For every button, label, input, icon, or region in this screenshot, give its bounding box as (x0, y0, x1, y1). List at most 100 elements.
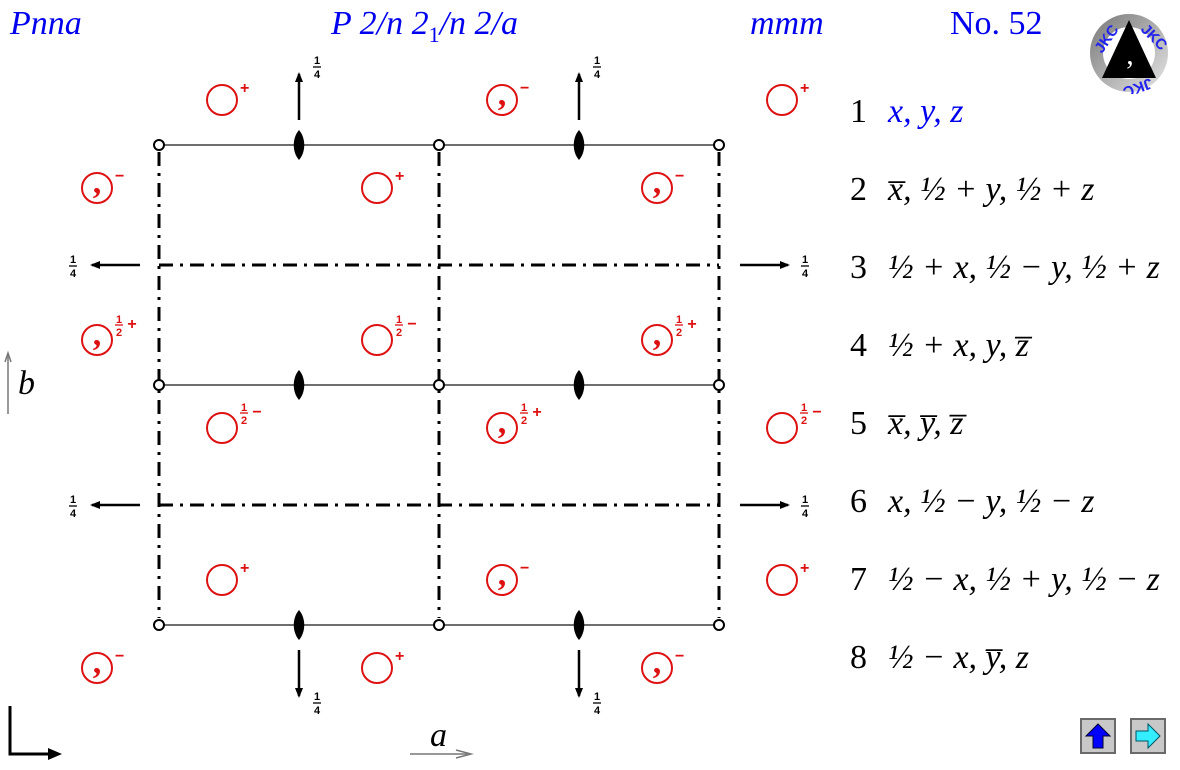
general-positions: +, − +, − +, −, 12 +12−, 12 +12−, 12 +12 −+, − +, − +, − (81, 76, 822, 684)
height-sign: + (800, 80, 809, 97)
svg-text:1: 1 (314, 691, 320, 703)
general-position-marker: , − (81, 644, 124, 684)
right-arrow-icon (1135, 722, 1161, 750)
height-sign: + (240, 80, 249, 97)
svg-text:−: − (812, 404, 821, 421)
height-sign: − (675, 648, 684, 665)
enantiomorph-comma-icon: , (498, 404, 507, 441)
general-position-marker: + (766, 80, 809, 116)
b-axis-label: b (18, 365, 35, 402)
svg-text:4: 4 (70, 508, 77, 520)
space-group-number: No. 52 (950, 5, 1043, 42)
operation-expression: x, y, z (888, 93, 964, 130)
operation-number: 5 (850, 405, 867, 442)
operation-expression: ½ + x, ½ − y, ½ + z (888, 249, 1160, 286)
symmetry-operation: 4 ½ + x, y, z̅ (850, 326, 1029, 366)
svg-text:4: 4 (594, 69, 601, 81)
svg-text:2: 2 (241, 415, 247, 427)
general-position-marker: , 12 + (641, 314, 697, 356)
general-position-marker: , − (641, 164, 684, 204)
general-position-marker: + (206, 560, 249, 596)
symmetry-operation: 1 x, y, z (850, 92, 964, 132)
operation-number: 8 (850, 639, 867, 676)
height-sign: + (395, 648, 404, 665)
general-position-marker: , − (641, 644, 684, 684)
svg-text:4: 4 (314, 69, 321, 81)
symmetry-operation: 7 ½ − x, ½ + y, ½ − z (850, 560, 1160, 600)
svg-text:1: 1 (801, 402, 807, 414)
general-position-marker: , 12 + (486, 402, 542, 444)
operation-number: 3 (850, 249, 867, 286)
general-position-marker: 12− (766, 402, 822, 444)
enantiomorph-comma-icon: , (498, 556, 507, 593)
svg-text:,: , (1126, 38, 1134, 71)
height-sign: + (240, 560, 249, 577)
general-position-marker: 12− (206, 402, 262, 444)
height-sign: − (115, 648, 124, 665)
general-position-marker: , − (81, 164, 124, 204)
enantiomorph-comma-icon: , (93, 164, 102, 201)
svg-text:1: 1 (802, 494, 808, 506)
svg-text:1: 1 (521, 402, 527, 414)
general-position-marker: , 12 + (81, 314, 137, 356)
height-sign: − (115, 168, 124, 185)
up-arrow-icon (1084, 723, 1112, 749)
svg-text:2: 2 (676, 327, 682, 339)
enantiomorph-comma-icon: , (653, 164, 662, 201)
svg-text:+: + (687, 316, 696, 333)
svg-text:1: 1 (676, 314, 682, 326)
height-sign: − (675, 168, 684, 185)
svg-text:4: 4 (594, 705, 601, 717)
operation-expression: ½ + x, y, z̅ (888, 327, 1029, 364)
height-sign: − (520, 560, 529, 577)
point-group: mmm (750, 5, 824, 42)
operation-expression: x̅, y̅, z̅ (888, 405, 964, 442)
symmetry-operation: 3 ½ + x, ½ − y, ½ + z (850, 248, 1160, 288)
svg-text:1: 1 (70, 494, 76, 506)
operation-number: 7 (850, 561, 867, 598)
height-sign: + (800, 560, 809, 577)
next-button[interactable] (1130, 718, 1166, 754)
up-button[interactable] (1080, 718, 1116, 754)
height-sign: − (520, 80, 529, 97)
svg-text:4: 4 (70, 268, 77, 280)
height-sign: + (395, 168, 404, 185)
svg-text:2: 2 (116, 327, 122, 339)
svg-text:4: 4 (314, 705, 321, 717)
enantiomorph-comma-icon: , (498, 76, 507, 113)
horizontal-glide-lines (159, 263, 719, 507)
svg-text:2: 2 (396, 327, 402, 339)
jkc-logo-icon: , JKC JKC JKC (1090, 14, 1170, 94)
svg-text:1: 1 (314, 55, 320, 67)
svg-text:2: 2 (801, 415, 807, 427)
symmetry-operation: 2 x̅, ½ + y, ½ + z (850, 170, 1094, 210)
general-position-marker: 12− (361, 314, 417, 356)
svg-text:1: 1 (116, 314, 122, 326)
general-position-marker: + (361, 168, 404, 204)
operation-expression: ½ − x, ½ + y, ½ − z (888, 561, 1160, 598)
svg-text:1: 1 (594, 55, 600, 67)
operation-expression: x, ½ − y, ½ − z (888, 483, 1095, 520)
general-position-marker: + (766, 560, 809, 596)
symmetry-operation: 5 x̅, y̅, z̅ (850, 404, 964, 444)
svg-text:−: − (407, 316, 416, 333)
operation-number: 2 (850, 171, 867, 208)
symmetry-operation: 8 ½ − x, y̅, z (850, 638, 1029, 678)
full-symbol-part-1: P 2/n 2 (331, 5, 429, 42)
full-symbol-subscript: 1 (428, 21, 440, 47)
svg-text:1: 1 (396, 314, 402, 326)
svg-text:2: 2 (521, 415, 527, 427)
symmetry-operation: 6 x, ½ − y, ½ − z (850, 482, 1094, 522)
full-symbol-part-2: /n 2/a (439, 5, 519, 42)
operation-number: 4 (850, 327, 867, 364)
svg-text:4: 4 (802, 268, 809, 280)
enantiomorph-comma-icon: , (653, 644, 662, 681)
operation-number: 6 (850, 483, 867, 520)
operation-expression: x̅, ½ + y, ½ + z (888, 171, 1095, 208)
operation-expression: ½ − x, y̅, z (888, 639, 1029, 676)
svg-text:1: 1 (594, 691, 600, 703)
svg-text:+: + (127, 316, 136, 333)
full-symbol: P 2/n 21/n 2/a (331, 2, 518, 57)
enantiomorph-comma-icon: , (93, 316, 102, 353)
